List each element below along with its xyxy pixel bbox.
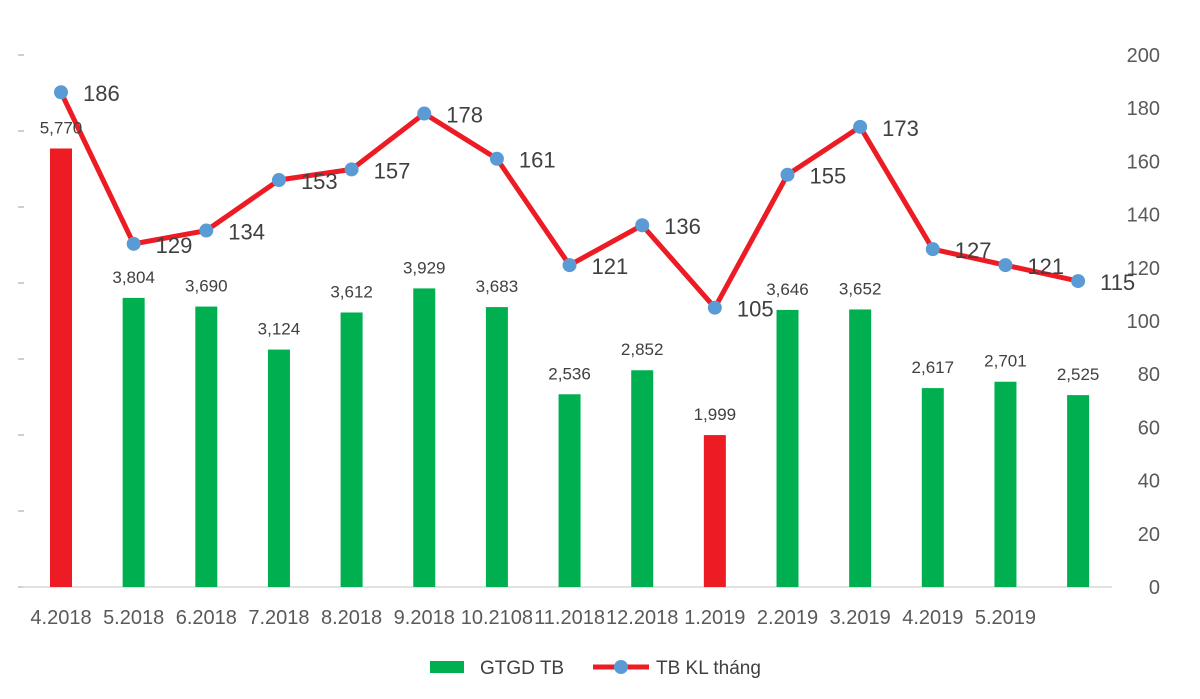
line-data-label: 161 <box>519 148 556 173</box>
x-axis-tick-label: 5.2018 <box>103 607 164 629</box>
line-data-label: 186 <box>83 81 120 106</box>
legend-label-bar: GTGD TB <box>480 658 564 679</box>
line-data-label: 178 <box>446 103 483 128</box>
right-axis-tick-label: 120 <box>1127 258 1160 280</box>
bar-data-label: 3,652 <box>839 279 882 298</box>
x-axis-tick-label: 1.2019 <box>684 607 745 629</box>
x-axis-tick-label: 3.2019 <box>830 607 891 629</box>
x-axis-tick-label: 12.2018 <box>606 607 678 629</box>
bar-labels: 5,770 3,804 3,690 3,124 3,612 3,929 3,683 2,536… <box>40 118 1100 424</box>
line-marker <box>199 223 214 238</box>
line-marker <box>417 106 432 121</box>
line-data-label: 121 <box>592 254 629 279</box>
line-marker <box>489 151 504 166</box>
line-data-label: 153 <box>301 169 338 194</box>
bar <box>122 297 145 587</box>
line-marker <box>54 85 68 100</box>
bar-data-label: 5,770 <box>40 118 83 137</box>
right-axis-tick-label: 20 <box>1138 524 1160 546</box>
bar-data-label: 3,929 <box>403 258 446 277</box>
bars <box>50 148 1090 588</box>
x-axis-tick-label: 7.2018 <box>248 607 309 629</box>
bar-data-label: 3,124 <box>258 320 301 339</box>
right-axis-tick-label: 80 <box>1138 364 1160 386</box>
line-marker <box>562 258 577 273</box>
bar-data-label: 2,617 <box>912 358 955 377</box>
bar-data-label: 3,646 <box>766 280 809 299</box>
bar <box>849 309 872 587</box>
x-axis-ticks: 4.2018 5.2018 6.2018 7.2018 8.2018 9.2018 10.2… <box>30 607 1036 629</box>
line-data-label: 115 <box>1100 270 1135 295</box>
left-axis <box>18 54 24 588</box>
line-data-label: 155 <box>810 164 847 189</box>
bar <box>267 349 290 587</box>
bar <box>921 388 944 587</box>
bar <box>50 148 72 588</box>
line-data-label: 134 <box>228 220 265 245</box>
line-marker <box>271 173 286 188</box>
line-marker <box>707 300 722 315</box>
x-axis-tick-label: 6.2018 <box>176 607 237 629</box>
bar-data-label: 2,701 <box>984 352 1027 371</box>
bar <box>1067 395 1090 587</box>
bar-data-label: 1,999 <box>694 405 737 424</box>
x-axis-tick-label: 8.2018 <box>321 607 382 629</box>
legend-label-line: TB KL tháng <box>656 658 761 679</box>
line-marker <box>1071 274 1086 289</box>
bar <box>485 307 508 587</box>
line-marker <box>925 242 940 257</box>
x-axis-tick-label: 4.2018 <box>30 607 91 629</box>
line-marker <box>853 119 868 134</box>
right-axis-tick-label: 0 <box>1149 577 1160 599</box>
bar-data-label: 3,612 <box>330 282 373 301</box>
x-axis-tick-label: 11.2018 <box>534 607 605 629</box>
bar <box>703 435 726 587</box>
line-series <box>54 85 1086 315</box>
bar <box>558 394 581 587</box>
bar-data-label: 3,690 <box>185 277 228 296</box>
line-data-label: 121 <box>1027 254 1064 279</box>
line-data-label: 127 <box>955 238 992 263</box>
right-axis-tick-label: 140 <box>1127 205 1160 227</box>
line-path <box>58 91 1079 311</box>
bar <box>413 288 436 587</box>
right-axis-tick-label: 160 <box>1127 151 1160 173</box>
line-data-label: 105 <box>737 297 774 322</box>
line-data-label: 157 <box>374 158 411 183</box>
line-marker <box>635 218 650 233</box>
bar-data-label: 2,536 <box>548 364 591 383</box>
bar <box>631 370 654 587</box>
bar <box>195 306 218 587</box>
bar <box>340 312 363 587</box>
bar <box>776 309 799 587</box>
line-data-label: 129 <box>156 233 193 258</box>
line-marker <box>998 258 1013 273</box>
x-axis-tick-label: 5.2019 <box>975 607 1036 629</box>
line-marker <box>344 162 359 177</box>
line-marker <box>126 236 141 251</box>
x-axis-tick-label: 10.2108 <box>461 607 533 629</box>
bar-data-label: 2,852 <box>621 340 664 359</box>
x-axis-tick-label: 9.2018 <box>394 607 455 629</box>
right-axis-tick-label: 40 <box>1138 471 1160 493</box>
bar-data-label: 3,804 <box>112 268 155 287</box>
right-axis-tick-label: 180 <box>1127 98 1160 120</box>
line-marker <box>780 167 795 182</box>
line-data-label: 173 <box>882 116 919 141</box>
bar-data-label: 2,525 <box>1057 365 1100 384</box>
bar <box>994 381 1017 587</box>
right-axis-tick-label: 200 <box>1127 45 1160 67</box>
x-axis-tick-label: 4.2019 <box>902 607 963 629</box>
line-data-label: 136 <box>664 214 701 239</box>
bar-data-label: 3,683 <box>476 277 519 296</box>
right-axis-tick-label: 100 <box>1127 311 1160 333</box>
right-axis-tick-label: 60 <box>1138 417 1160 439</box>
right-axis: 0 20 40 60 80 100 120 140 160 180 200 <box>1127 45 1160 599</box>
x-axis-tick-label: 2.2019 <box>757 607 818 629</box>
legend-swatch-marker <box>614 660 628 674</box>
legend-swatch-bar <box>430 661 464 673</box>
legend: GTGD TB TB KL tháng <box>430 658 761 679</box>
line-labels: 186 129 134 153 157 178 161 121 136 105 155 173 127 1… <box>83 81 1135 321</box>
